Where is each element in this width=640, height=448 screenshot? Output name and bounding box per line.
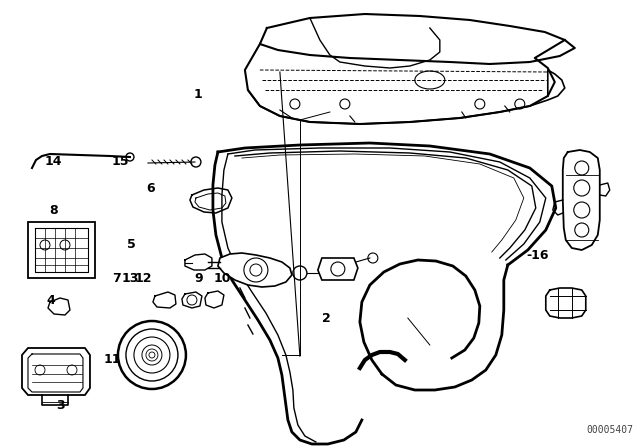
Text: 12: 12 (134, 272, 152, 285)
Text: 10: 10 (214, 272, 232, 285)
Text: 7: 7 (112, 272, 121, 285)
Text: 9: 9 (194, 272, 203, 285)
Text: 6: 6 (146, 181, 155, 195)
Polygon shape (318, 258, 358, 280)
Text: 13: 13 (122, 272, 139, 285)
Polygon shape (22, 348, 90, 395)
Text: -16: -16 (526, 249, 548, 262)
Text: 1: 1 (194, 87, 203, 101)
Text: 5: 5 (127, 237, 136, 251)
Polygon shape (28, 222, 95, 278)
Text: 3: 3 (56, 399, 65, 412)
Text: 14: 14 (44, 155, 62, 168)
Text: 11: 11 (103, 353, 121, 366)
Text: 2: 2 (322, 311, 331, 325)
Polygon shape (218, 253, 292, 287)
Text: 4: 4 (47, 293, 56, 307)
Text: 00005407: 00005407 (586, 425, 633, 435)
Text: 8: 8 (49, 204, 58, 217)
Text: 15: 15 (111, 155, 129, 168)
